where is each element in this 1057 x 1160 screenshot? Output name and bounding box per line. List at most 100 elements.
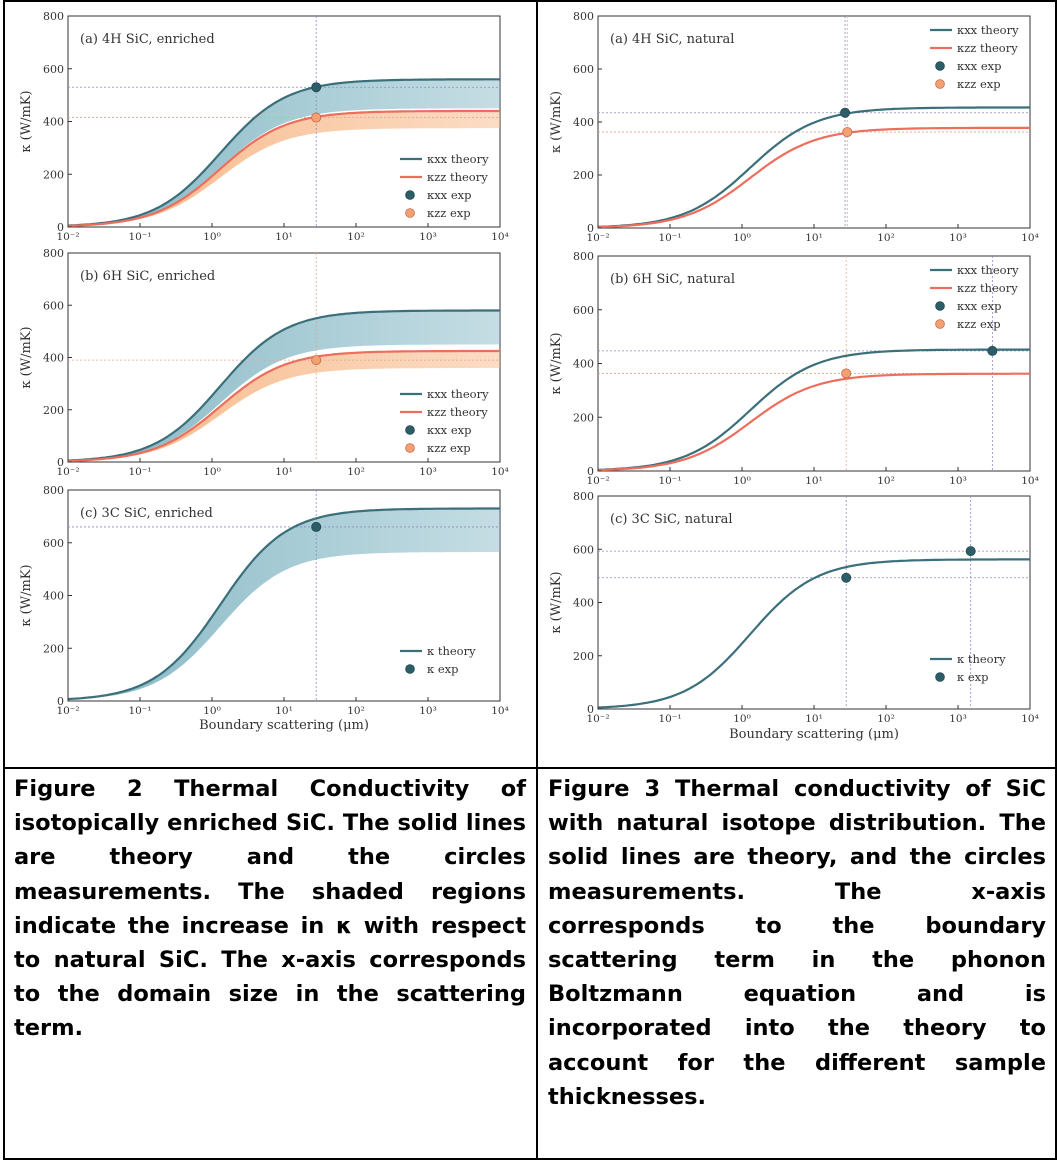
y-tick-label: 800 bbox=[43, 484, 64, 497]
x-tick-label: 10⁻¹ bbox=[658, 475, 681, 487]
legend-label: κxx exp bbox=[957, 299, 1001, 313]
chart-panel-2: 0 200 400 600 800 10⁻² 10⁻¹ 10⁰ 10¹ 10² 10³ 10⁴ (b) … bbox=[19, 247, 509, 478]
legend-label: κzz theory bbox=[957, 281, 1018, 295]
y-tick-label: 200 bbox=[573, 650, 594, 663]
x-tick-label: 10⁻¹ bbox=[128, 705, 151, 717]
legend-label: κzz exp bbox=[957, 77, 1001, 91]
legend-label: κzz theory bbox=[957, 41, 1018, 55]
x-tick-label: 10⁻² bbox=[586, 232, 609, 244]
shaded-region-zz bbox=[68, 111, 500, 226]
y-tick-label: 800 bbox=[43, 10, 64, 23]
y-tick-label: 600 bbox=[573, 63, 594, 76]
legend-marker bbox=[405, 425, 415, 435]
table-border-top bbox=[3, 0, 1057, 2]
legend-marker bbox=[405, 208, 415, 218]
y-axis-label: κ (W/mK) bbox=[19, 90, 34, 152]
series-line-xx bbox=[67, 78, 500, 227]
y-axis-label: κ (W/mK) bbox=[19, 326, 34, 388]
x-tick-label: 10³ bbox=[949, 475, 967, 487]
chart-panel-4: 0 200 400 600 800 10⁻² 10⁻¹ 10⁰ 10¹ 10² 10³ 10⁴ (a) … bbox=[549, 10, 1039, 244]
legend-marker bbox=[935, 61, 945, 71]
y-tick-label: 0 bbox=[587, 465, 594, 478]
legend-marker bbox=[935, 79, 945, 89]
x-tick-label: 10³ bbox=[419, 466, 437, 478]
series-line-zz bbox=[67, 349, 500, 462]
y-tick-label: 800 bbox=[43, 247, 64, 260]
y-tick-label: 800 bbox=[573, 10, 594, 23]
y-axis-label: κ (W/mK) bbox=[19, 564, 34, 626]
y-tick-label: 0 bbox=[57, 456, 64, 469]
x-tick-label: 10³ bbox=[949, 713, 967, 725]
legend-label: κzz theory bbox=[427, 170, 488, 184]
table-border-middle bbox=[536, 0, 538, 1160]
y-tick-label: 400 bbox=[573, 597, 594, 610]
series-line-xx bbox=[597, 106, 1031, 228]
chart-panel-6: 0 200 400 600 800 10⁻² 10⁻¹ 10⁰ 10¹ 10² 10³ 10⁴ (c) … bbox=[549, 490, 1039, 742]
data-point-xx bbox=[841, 572, 852, 583]
y-tick-label: 0 bbox=[587, 703, 594, 716]
x-tick-label: 10¹ bbox=[805, 475, 823, 487]
x-tick-label: 10⁻¹ bbox=[128, 466, 151, 478]
panel-label: (b) 6H SiC, natural bbox=[610, 272, 735, 287]
y-tick-label: 800 bbox=[573, 490, 594, 503]
data-point-xx bbox=[965, 546, 976, 557]
legend-label: κzz exp bbox=[957, 317, 1001, 331]
x-tick-label: 10² bbox=[877, 475, 895, 487]
x-axis-label: Boundary scattering (μm) bbox=[729, 727, 899, 742]
panel-label: (a) 4H SiC, natural bbox=[610, 32, 734, 47]
x-tick-label: 10⁴ bbox=[1021, 713, 1039, 725]
y-tick-label: 400 bbox=[43, 116, 64, 129]
y-tick-label: 0 bbox=[57, 221, 64, 234]
data-point-zz bbox=[311, 355, 322, 366]
legend-label: κxx exp bbox=[957, 59, 1001, 73]
series-line-xx bbox=[597, 348, 1031, 471]
shaded-region-xx bbox=[68, 310, 500, 461]
series-line-zz bbox=[597, 126, 1030, 229]
legend-marker bbox=[405, 664, 415, 674]
series-line-zz bbox=[67, 109, 500, 227]
data-point-zz bbox=[842, 127, 853, 138]
y-tick-label: 600 bbox=[573, 304, 594, 317]
y-tick-label: 200 bbox=[43, 642, 64, 655]
x-tick-label: 10² bbox=[347, 466, 365, 478]
x-tick-label: 10⁻² bbox=[586, 475, 609, 487]
legend-marker bbox=[405, 190, 415, 200]
chart-panel-3: 0 200 400 600 800 10⁻² 10⁻¹ 10⁰ 10¹ 10² 10³ 10⁴ (c) … bbox=[19, 484, 509, 733]
chart-panel-1: 0 200 400 600 800 10⁻² 10⁻¹ 10⁰ 10¹ 10² 10³ 10⁴ (a) … bbox=[19, 10, 509, 243]
y-axis-label: κ (W/mK) bbox=[549, 332, 564, 394]
x-tick-label: 10² bbox=[347, 231, 365, 243]
x-tick-label: 10⁰ bbox=[203, 466, 221, 478]
legend-marker bbox=[405, 443, 415, 453]
x-tick-label: 10² bbox=[347, 705, 365, 717]
legend-marker bbox=[935, 672, 945, 682]
x-tick-label: 10¹ bbox=[805, 713, 823, 725]
panel-label: (a) 4H SiC, enriched bbox=[80, 32, 215, 47]
x-tick-label: 10¹ bbox=[275, 231, 293, 243]
data-point-zz bbox=[311, 112, 322, 123]
x-tick-label: 10³ bbox=[419, 705, 437, 717]
legend-label: κxx theory bbox=[957, 263, 1019, 277]
legend-label: κ exp bbox=[427, 662, 459, 676]
x-axis-label: Boundary scattering (μm) bbox=[199, 718, 369, 733]
legend-label: κxx exp bbox=[427, 188, 471, 202]
series-line-xx bbox=[597, 558, 1030, 709]
x-tick-label: 10² bbox=[877, 232, 895, 244]
legend-label: κ exp bbox=[957, 670, 989, 684]
series-line-xx bbox=[67, 507, 500, 701]
x-tick-label: 10⁻¹ bbox=[658, 713, 681, 725]
legend-label: κzz exp bbox=[427, 441, 471, 455]
y-tick-label: 400 bbox=[43, 590, 64, 603]
x-tick-label: 10⁻² bbox=[586, 713, 609, 725]
y-tick-label: 600 bbox=[43, 537, 64, 550]
series-line-xx bbox=[67, 309, 500, 462]
panel-label: (c) 3C SiC, natural bbox=[610, 512, 733, 527]
x-tick-label: 10⁴ bbox=[1021, 475, 1039, 487]
y-tick-label: 400 bbox=[573, 358, 594, 371]
x-tick-label: 10⁻² bbox=[56, 466, 79, 478]
legend-marker bbox=[935, 319, 945, 329]
y-axis-label: κ (W/mK) bbox=[549, 91, 564, 153]
y-tick-label: 0 bbox=[57, 695, 64, 708]
caption-figure-2: Figure 2 Thermal Conductivity of isotopi… bbox=[14, 776, 526, 1042]
y-tick-label: 400 bbox=[573, 116, 594, 129]
